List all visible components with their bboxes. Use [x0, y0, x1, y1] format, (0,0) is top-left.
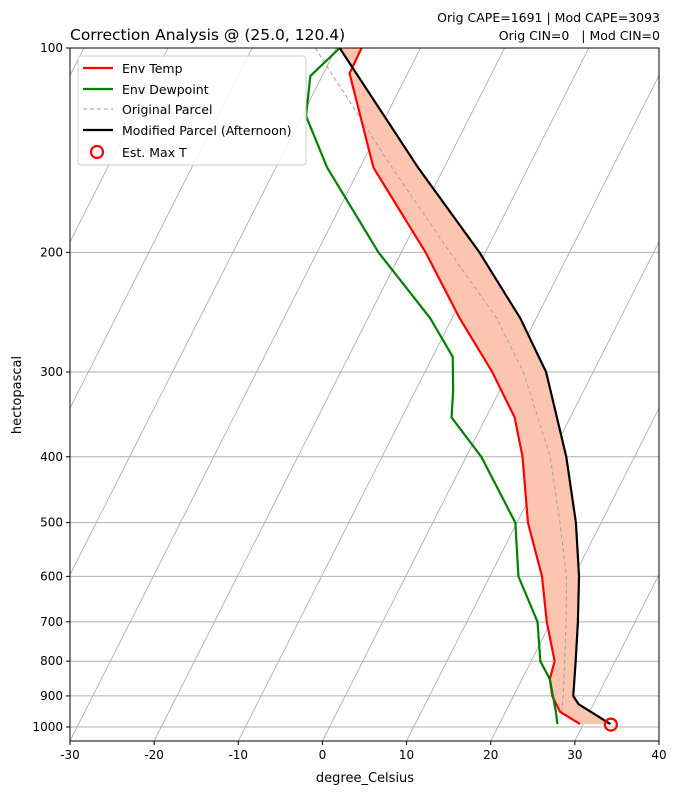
original-parcel-line	[314, 48, 581, 725]
cape-annotation: Orig CAPE=1691 | Mod CAPE=3093	[437, 10, 660, 25]
x-tick-label: -10	[228, 748, 248, 762]
plot-marks	[304, 48, 619, 732]
y-tick-label: 900	[40, 689, 63, 703]
isotherm-line	[574, 573, 659, 741]
x-tick-label: 10	[399, 748, 414, 762]
y-tick-label: 100	[40, 41, 63, 55]
plot-frame	[69, 47, 660, 742]
cin-annotation: Orig CIN=0 | Mod CIN=0	[499, 28, 660, 43]
legend-label-temp: Env Temp	[122, 61, 183, 76]
legend: Env Temp Env Dewpoint Original Parcel Mo…	[77, 55, 307, 166]
x-tick-label: 0	[319, 748, 327, 762]
x-tick-label: 30	[567, 748, 582, 762]
legend-label-max-t: Est. Max T	[122, 145, 187, 160]
legend-label-dewpoint: Env Dewpoint	[122, 82, 209, 97]
y-tick-label: 700	[40, 615, 63, 629]
y-tick-label: 300	[40, 365, 63, 379]
isotherm-line	[70, 48, 421, 741]
modified-parcel-line	[338, 48, 611, 725]
env-dewpoint-line	[304, 48, 559, 725]
isotherm-line	[153, 48, 505, 741]
legend-swatch-max-t	[89, 144, 105, 160]
isotherm-line	[658, 740, 659, 741]
cape-area-fill	[339, 48, 611, 725]
x-axis-label: degree_Celsius	[316, 771, 414, 786]
isotherm-line	[322, 74, 659, 741]
y-tick-label: 400	[40, 450, 63, 464]
isotherm-line	[237, 48, 590, 741]
y-tick-label: 1000	[32, 720, 63, 734]
legend-label-mod-parcel: Modified Parcel (Afternoon)	[122, 123, 292, 138]
x-tick-label: 40	[651, 748, 666, 762]
legend-label-orig-parcel: Original Parcel	[122, 102, 212, 117]
x-tick-label: -20	[144, 748, 164, 762]
y-axis-label: hectopascal	[10, 356, 25, 434]
y-tick-label: 200	[40, 245, 63, 259]
isotherm-line	[406, 240, 659, 741]
chart-title: Correction Analysis @ (25.0, 120.4)	[70, 26, 345, 44]
y-tick-label: 500	[40, 516, 63, 530]
y-tick-label: 600	[40, 569, 63, 583]
x-tick-label: 20	[483, 748, 498, 762]
legend-box	[77, 55, 307, 166]
y-tick-label: 800	[40, 654, 63, 668]
x-tick-label: -30	[60, 748, 80, 762]
est-max-t-marker	[603, 717, 619, 732]
